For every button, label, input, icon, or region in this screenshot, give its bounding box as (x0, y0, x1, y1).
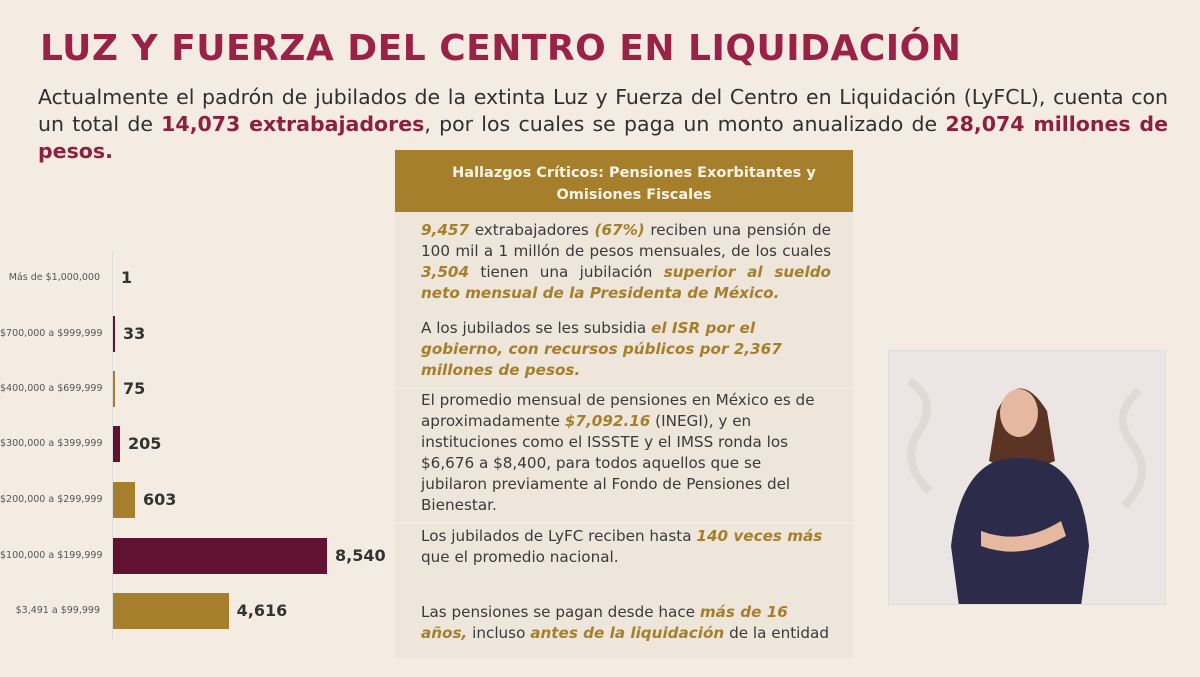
highlighted-text: 14,073 extrabajadores (161, 112, 425, 136)
highlighted-text: superior al sueldo neto mensual de la Pr… (421, 263, 831, 302)
bar-value-label: 75 (123, 379, 146, 398)
text-segment: de la entidad (724, 624, 829, 642)
sign-language-interpreter-video (888, 350, 1166, 605)
highlighted-text: 28,074 millones de pesos. (38, 112, 1168, 163)
interpreter-figure (889, 351, 1165, 604)
category-label: Más de $1,000,000 (8, 272, 100, 283)
finding-paragraph: Los jubilados de LyFC reciben hasta 140 … (421, 526, 831, 568)
highlighted-text: 3,504 (421, 263, 470, 281)
finding-paragraph: Las pensiones se pagan desde hace más de… (421, 602, 831, 644)
intro-text: Actualmente el padrón de jubilados de la… (38, 84, 1168, 165)
bar (113, 371, 115, 407)
highlighted-text: 140 veces más (696, 527, 823, 545)
bar-value-label: 1 (121, 268, 133, 287)
text-segment: Actualmente el padrón de jubilados de la… (38, 85, 1168, 136)
text-segment: extrabajadores (469, 221, 595, 239)
findings-panel: Hallazgos Críticos: Pensiones Exorbitant… (395, 150, 853, 658)
divider (395, 388, 853, 389)
bar-value-label: 603 (143, 490, 177, 509)
bar (113, 482, 135, 518)
highlighted-text: más de 16 años, (421, 603, 788, 642)
finding-paragraph: A los jubilados se les subsidia el ISR p… (421, 318, 831, 381)
highlighted-text: 9,457 (421, 221, 470, 239)
bar-value-label: 4,616 (236, 601, 288, 620)
text-segment: Los jubilados de LyFC reciben hasta (421, 527, 697, 545)
category-label: $100,000 a $199,999 (0, 550, 103, 561)
highlighted-text: el ISR por el gobierno, con recursos púb… (421, 319, 782, 379)
bar-value-label: 33 (123, 324, 146, 343)
text-segment: , por los cuales se paga un monto anuali… (424, 112, 946, 136)
text-segment: reciben una pensión de 100 mil a 1 milló… (421, 221, 831, 260)
category-label: $700,000 a $999,999 (0, 328, 103, 339)
text-segment: incluso (467, 624, 531, 642)
bar (113, 316, 115, 352)
highlighted-text: antes de la liquidación (530, 624, 725, 642)
category-label: $400,000 a $699,999 (0, 383, 103, 394)
chart-axis (112, 250, 113, 640)
text-segment: que el promedio nacional. (421, 548, 619, 566)
finding-paragraph: 9,457 extrabajadores (67%) reciben una p… (421, 220, 831, 304)
highlighted-text: $7,092.16 (564, 412, 651, 430)
bar (113, 538, 327, 574)
panel-header: Hallazgos Críticos: Pensiones Exorbitant… (395, 150, 853, 212)
finding-paragraph: El promedio mensual de pensiones en Méxi… (421, 390, 831, 516)
text-segment: (INEGI), y en instituciones como el ISSS… (421, 412, 791, 514)
text-segment: tienen una jubilación (469, 263, 664, 281)
slide-title: LUZ Y FUERZA DEL CENTRO EN LIQUIDACIÓN (40, 28, 962, 69)
bar (113, 593, 229, 629)
highlighted-text: (67%) (594, 221, 645, 239)
text-segment: A los jubilados se les subsidia (421, 319, 652, 337)
text-segment: El promedio mensual de pensiones en Méxi… (421, 391, 815, 430)
bar-value-label: 205 (128, 434, 162, 453)
bar-value-label: 8,540 (335, 546, 386, 565)
divider (395, 522, 853, 523)
category-label: $300,000 a $399,999 (0, 438, 103, 449)
bar (113, 426, 120, 462)
category-label: $200,000 a $299,999 (0, 494, 103, 505)
text-segment: Las pensiones se pagan desde hace (421, 603, 700, 621)
category-label: $3,491 a $99,999 (15, 605, 100, 616)
